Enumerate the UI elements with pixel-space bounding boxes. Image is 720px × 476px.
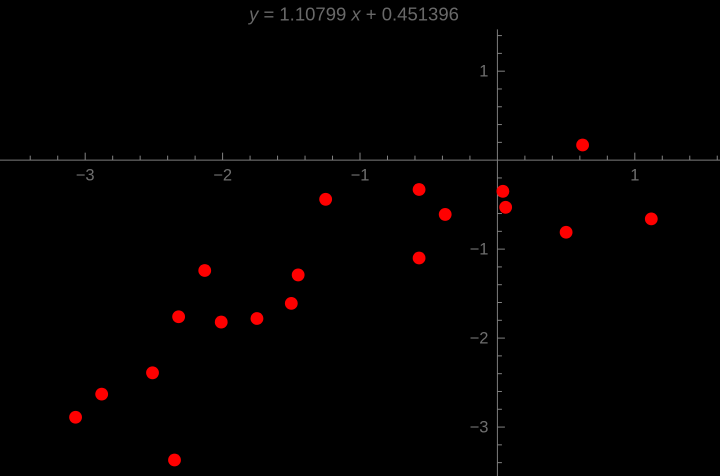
x-tick-label: 1 xyxy=(630,167,639,185)
y-tick-label: −3 xyxy=(470,419,489,437)
data-point xyxy=(214,315,228,329)
data-point xyxy=(198,264,212,277)
data-point xyxy=(284,296,298,310)
plot-title: y = 1.10799 x + 0.451396 xyxy=(247,4,459,25)
points-group xyxy=(69,138,658,467)
x-tick-label: −3 xyxy=(76,167,95,185)
data-point xyxy=(499,200,513,214)
x-tick-label: −1 xyxy=(351,167,370,185)
x-tick-label: −2 xyxy=(213,167,232,185)
y-tick-label: −2 xyxy=(470,330,489,348)
data-point xyxy=(644,212,658,226)
data-point xyxy=(168,453,181,467)
data-point xyxy=(146,366,159,380)
data-point xyxy=(412,183,426,196)
data-point xyxy=(291,268,305,282)
data-point xyxy=(172,310,186,324)
data-point xyxy=(250,312,264,325)
data-point xyxy=(319,192,333,206)
data-point xyxy=(559,225,573,239)
y-tick-label: −1 xyxy=(470,241,489,259)
y-tick-label: 1 xyxy=(479,63,488,81)
data-point xyxy=(576,138,589,152)
data-point xyxy=(95,387,109,401)
data-point xyxy=(496,184,510,198)
data-point xyxy=(69,410,82,424)
data-point xyxy=(438,208,452,221)
data-point xyxy=(412,251,426,265)
